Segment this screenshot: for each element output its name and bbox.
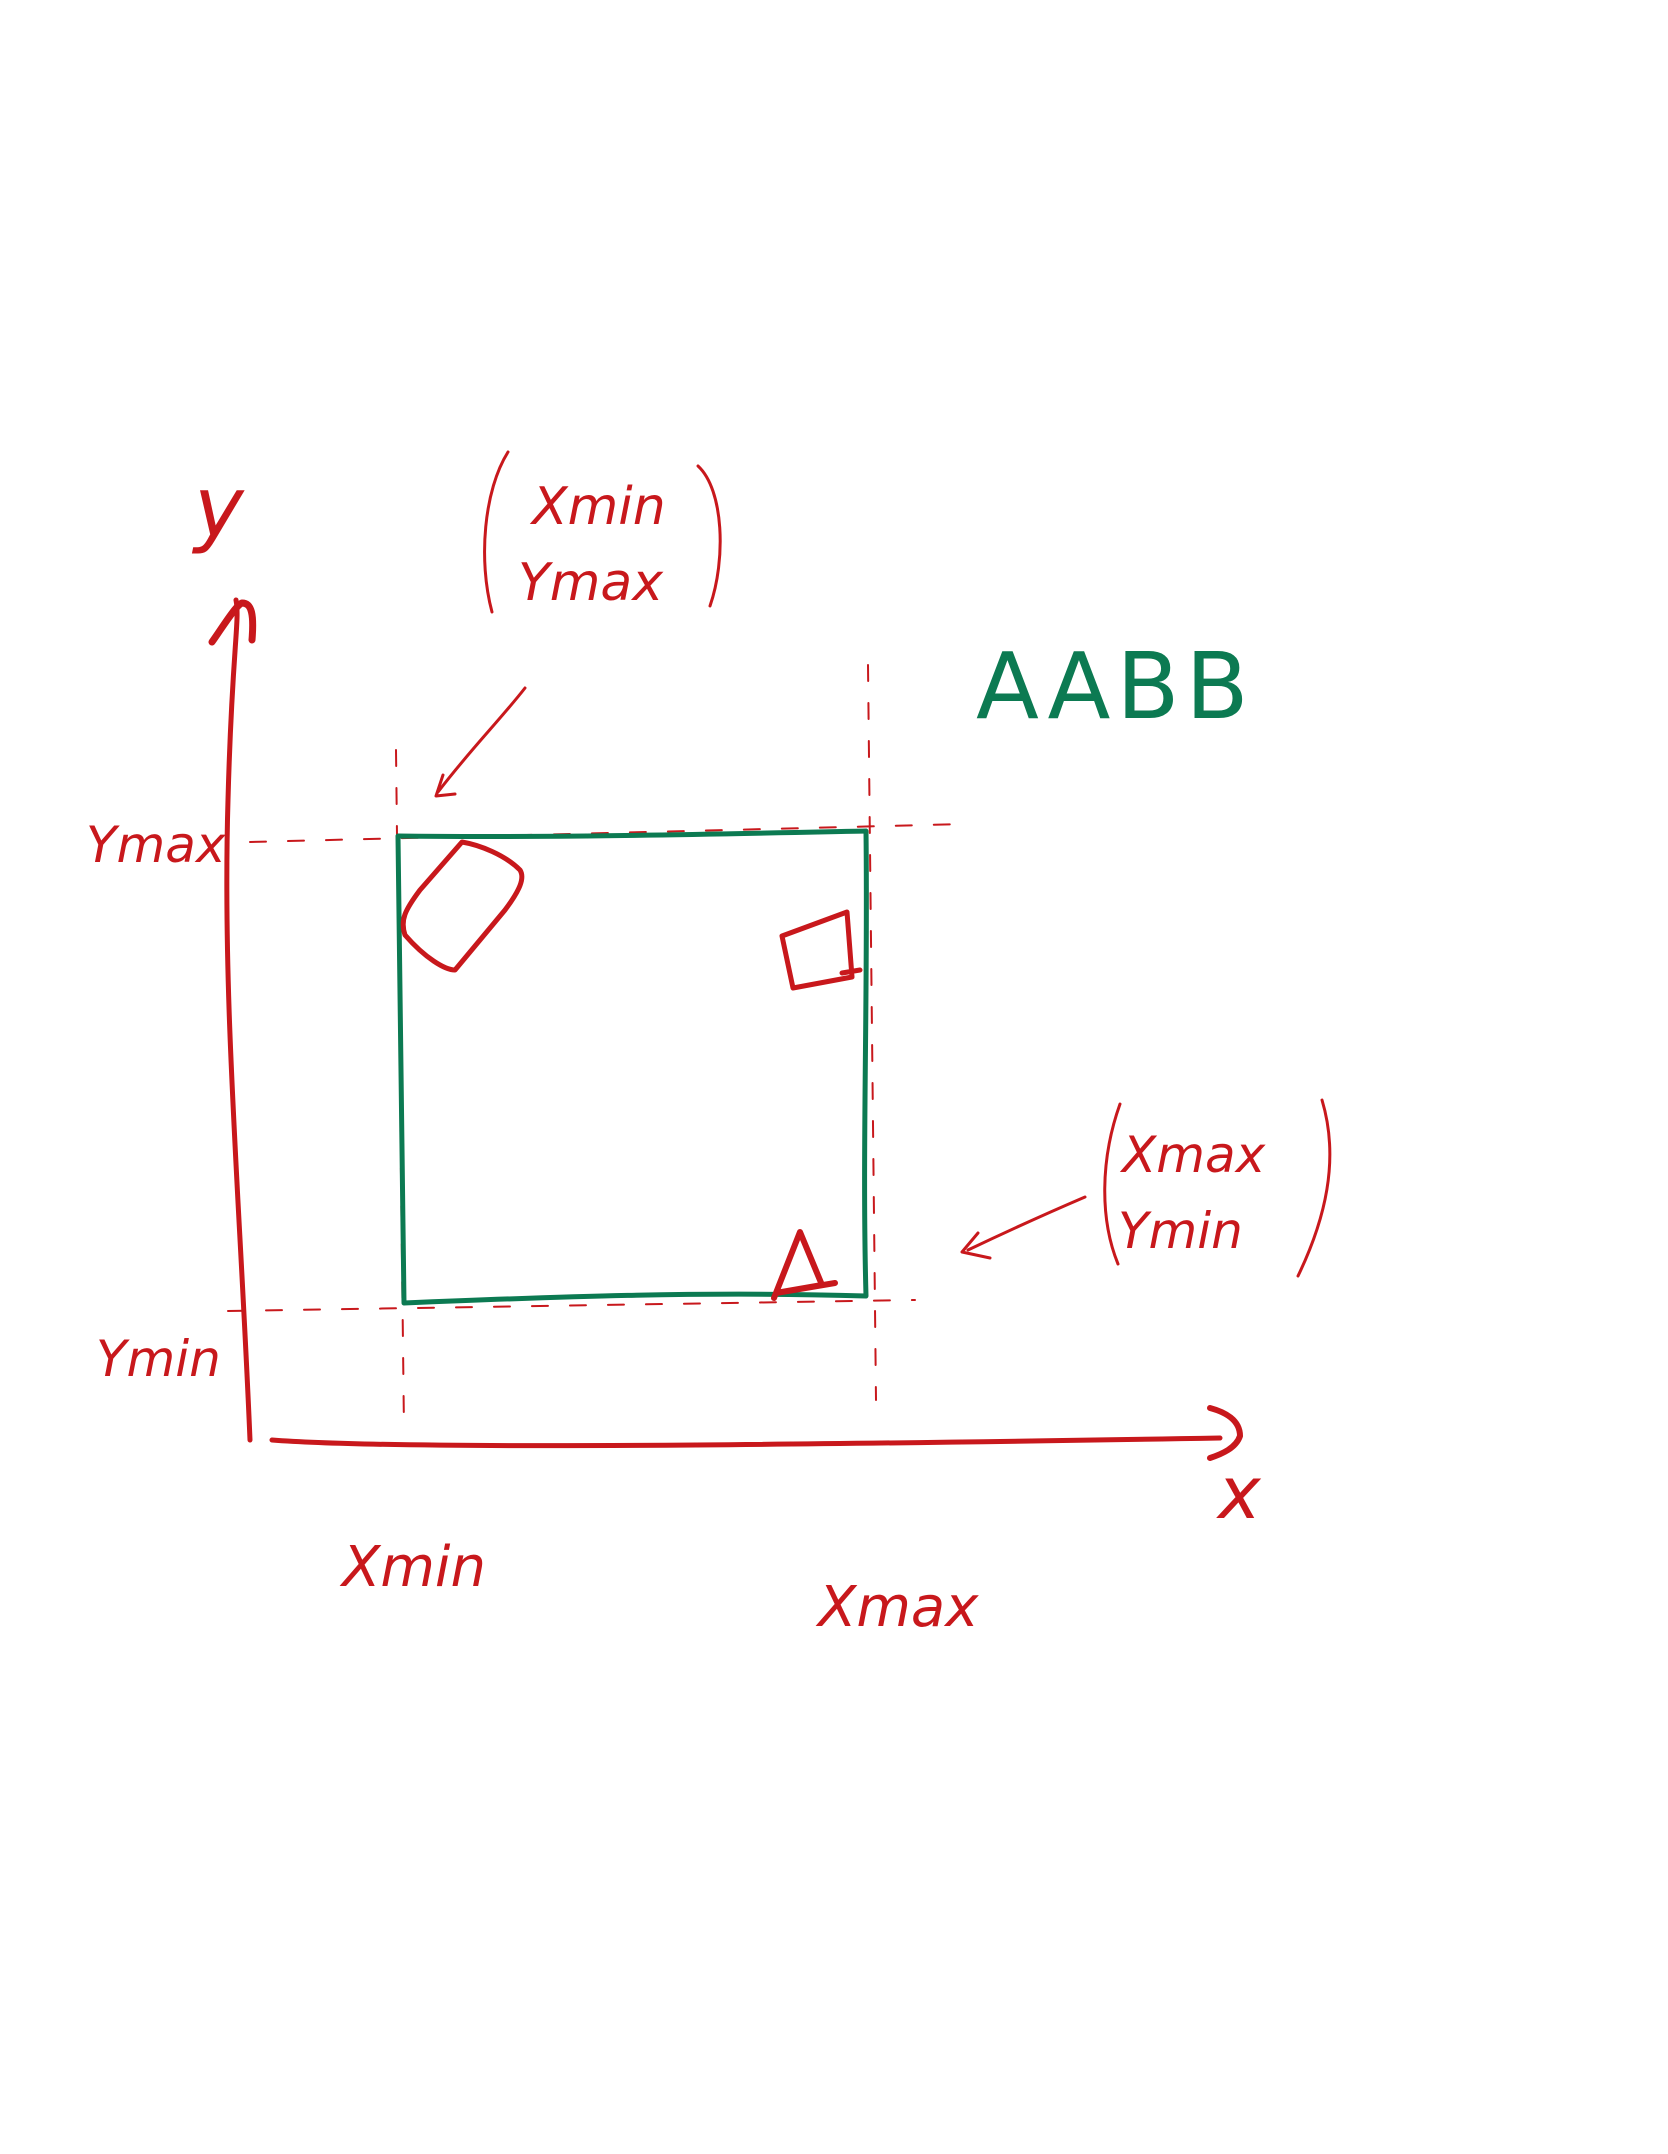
corner-bottom-right-line1: Xmax [1119, 1126, 1266, 1184]
y-axis [224, 597, 253, 1443]
top-left-callout-arrowhead [434, 773, 457, 798]
top-left-paren-right [696, 464, 722, 608]
x-axis [269, 1435, 1223, 1449]
corner-top-left-line2: Ymax [518, 553, 664, 613]
top-left-callout-arrow [436, 686, 527, 794]
triangle-shape [771, 1229, 838, 1301]
aabb-box [395, 828, 869, 1306]
x-axis-arrowhead [1207, 1405, 1243, 1461]
square-shape [779, 909, 863, 991]
top-left-paren-left [483, 450, 510, 614]
bottom-right-paren-left [1103, 1102, 1122, 1266]
y-axis-arrowhead [208, 599, 257, 646]
ymin-label: Ymin [96, 1330, 221, 1388]
tilted-rectangle-shape [400, 839, 525, 973]
axis-x-label: x [1216, 1451, 1262, 1535]
xmax-label: Xmax [815, 1575, 979, 1640]
ymin-guide-line [227, 1299, 916, 1312]
xmin-label: Xmin [339, 1535, 486, 1600]
corner-top-left-line1: Xmin [529, 477, 666, 537]
aabb-title: AABB [976, 633, 1255, 740]
bottom-right-callout-arrow [966, 1195, 1087, 1252]
xmax-guide-line [867, 664, 877, 1401]
ymax-label: Ymax [86, 816, 226, 874]
ymax-guide-line [249, 823, 966, 843]
bottom-right-callout-arrowhead [960, 1231, 992, 1260]
axis-y-label: y [191, 458, 245, 556]
bottom-right-paren-right [1296, 1098, 1332, 1278]
corner-bottom-right-line2: Ymin [1118, 1202, 1243, 1260]
